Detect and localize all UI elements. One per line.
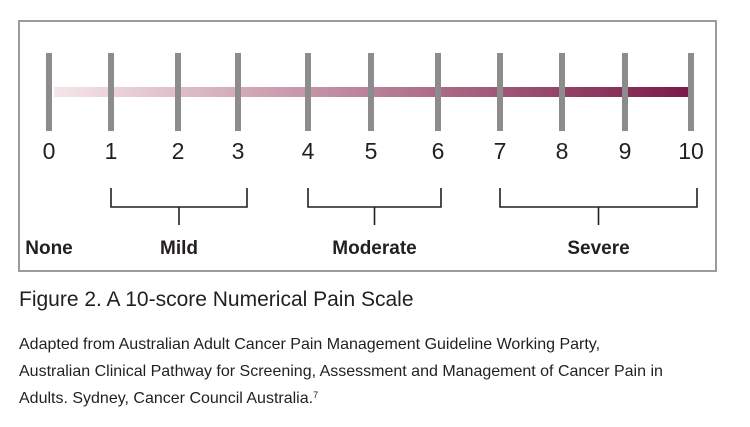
- scale-tick-4: [305, 53, 311, 131]
- scale-tick-label-5: 5: [365, 138, 378, 164]
- caption-line-2: Australian Clinical Pathway for Screenin…: [19, 363, 663, 380]
- scale-tick-0: [46, 53, 52, 131]
- scale-tick-label-8: 8: [556, 138, 569, 164]
- caption-line-3: Adults. Sydney, Cancer Council Australia…: [19, 385, 734, 412]
- scale-tick-10: [688, 53, 694, 131]
- scale-tick-label-3: 3: [232, 138, 245, 164]
- pain-scale-frame: 0 1 2 3 4 5 6 7 8 9 10 None Mild Moderate Severe: [18, 20, 717, 272]
- scale-tick-label-2: 2: [172, 138, 185, 164]
- scale-tick-8: [559, 53, 565, 131]
- bracket-severe: [499, 188, 698, 225]
- caption-line-3-text: Adults. Sydney, Cancer Council Australia…: [19, 390, 314, 407]
- scale-tick-label-1: 1: [105, 138, 118, 164]
- bracket-mild: [110, 188, 248, 225]
- scale-tick-label-4: 4: [302, 138, 315, 164]
- scale-tick-2: [175, 53, 181, 131]
- figure-title: Figure 2. A 10-score Numerical Pain Scal…: [19, 288, 414, 311]
- scale-tick-7: [497, 53, 503, 131]
- scale-tick-label-0: 0: [43, 138, 56, 164]
- scale-tick-6: [435, 53, 441, 131]
- category-label-moderate: Moderate: [332, 238, 416, 259]
- figure-caption: Adapted from Australian Adult Cancer Pai…: [19, 331, 734, 412]
- scale-tick-1: [108, 53, 114, 131]
- bracket-moderate: [307, 188, 442, 225]
- category-label-severe: Severe: [567, 238, 629, 259]
- caption-line-1: Adapted from Australian Adult Cancer Pai…: [19, 336, 601, 353]
- scale-tick-label-6: 6: [432, 138, 445, 164]
- pain-scale-diagram: 0 1 2 3 4 5 6 7 8 9 10 None Mild Moderate Severe: [25, 53, 704, 259]
- category-label-none: None: [25, 238, 73, 259]
- scale-tick-5: [368, 53, 374, 131]
- scale-tick-label-9: 9: [619, 138, 632, 164]
- scale-tick-3: [235, 53, 241, 131]
- caption-reference: 7: [313, 390, 319, 400]
- scale-tick-label-7: 7: [494, 138, 507, 164]
- category-label-mild: Mild: [160, 238, 198, 259]
- scale-tick-label-10: 10: [678, 138, 704, 164]
- scale-tick-9: [622, 53, 628, 131]
